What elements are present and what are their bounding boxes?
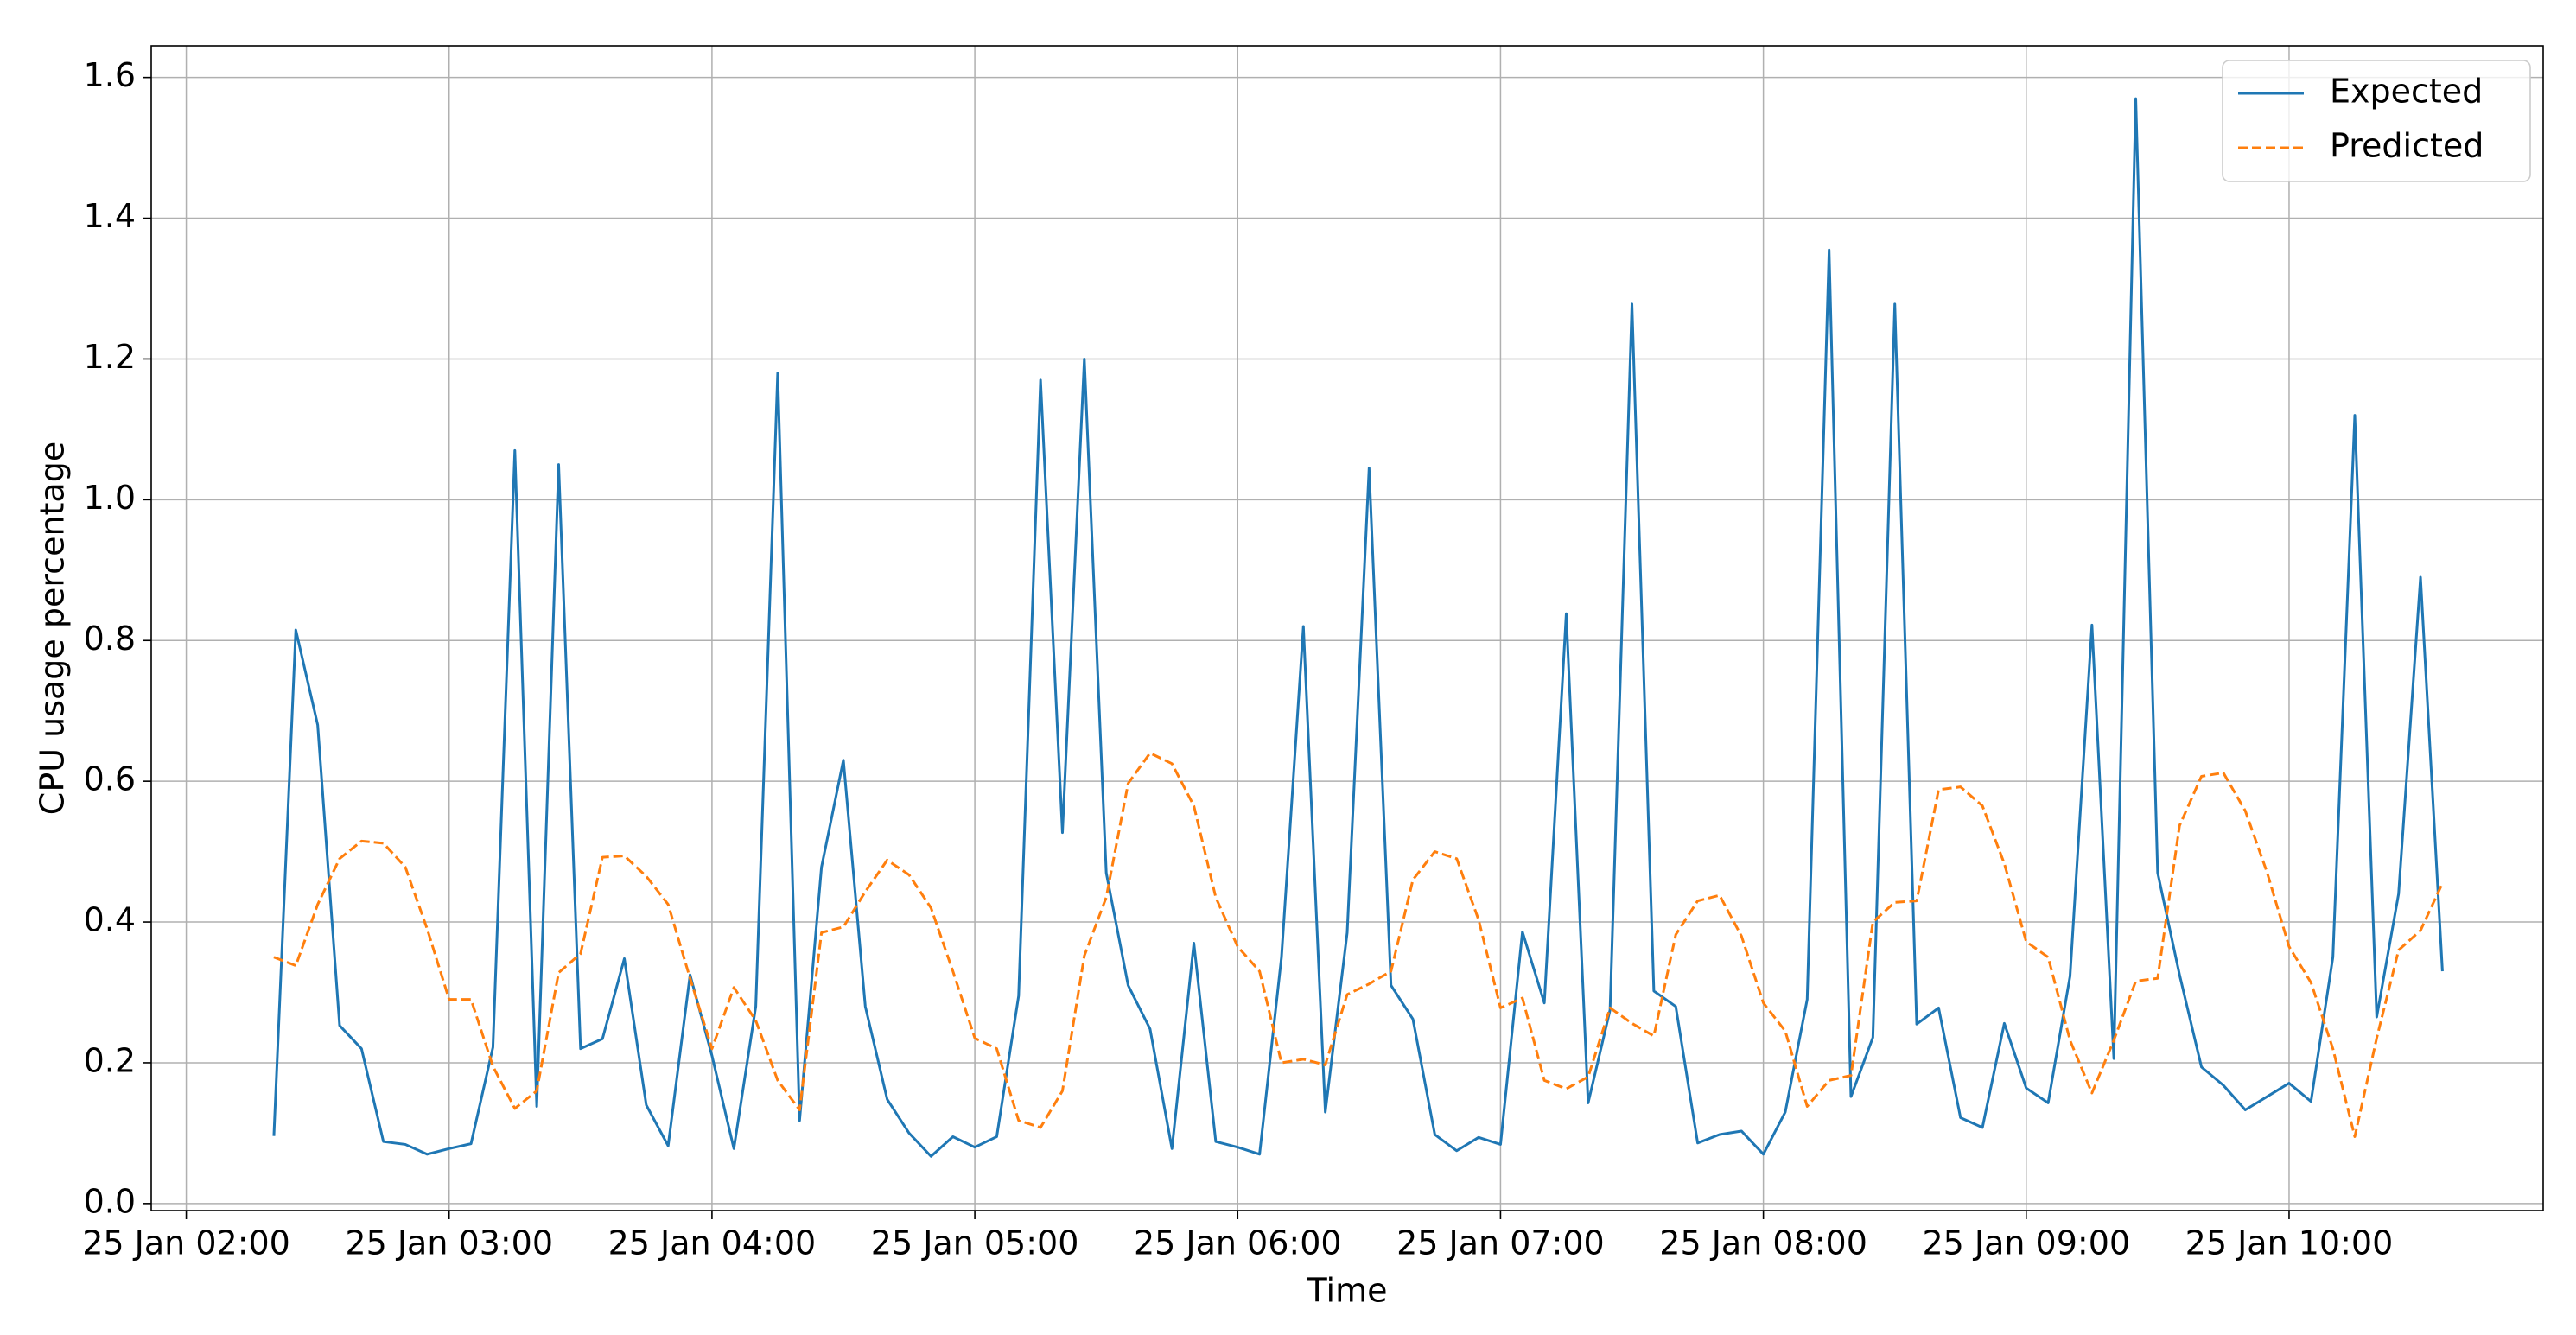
plot-frame — [150, 45, 2544, 1211]
y-tick-label: 1.4 — [84, 197, 136, 235]
x-axis-label: Time — [1307, 1272, 1388, 1310]
x-tick-label: 25 Jan 10:00 — [2185, 1224, 2394, 1262]
x-tick-label: 25 Jan 05:00 — [871, 1224, 1079, 1262]
y-tick-label: 1.0 — [84, 479, 136, 517]
x-tick-label: 25 Jan 02:00 — [82, 1224, 290, 1262]
legend-label: Predicted — [2330, 127, 2484, 165]
x-tick-label: 25 Jan 03:00 — [345, 1224, 553, 1262]
y-tick-label: 1.2 — [84, 338, 136, 376]
legend-label: Expected — [2330, 73, 2483, 111]
x-tick-label: 25 Jan 06:00 — [1134, 1224, 1342, 1262]
y-tick-label: 0.0 — [84, 1182, 136, 1220]
y-tick-label: 0.4 — [84, 901, 136, 939]
x-tick-label: 25 Jan 09:00 — [1922, 1224, 2130, 1262]
legend-frame — [2222, 60, 2531, 182]
data-line — [272, 97, 2444, 1158]
y-axis-label: CPU usage percentage — [34, 442, 72, 815]
data-line — [273, 752, 2444, 1138]
y-tick-label: 1.6 — [84, 56, 136, 94]
x-tick-label: 25 Jan 04:00 — [608, 1224, 817, 1262]
x-tick-label: 25 Jan 07:00 — [1396, 1224, 1605, 1262]
y-tick-label: 0.8 — [84, 620, 136, 658]
y-tick-label: 0.2 — [84, 1041, 136, 1079]
x-tick-label: 25 Jan 08:00 — [1659, 1224, 1867, 1262]
y-tick-label: 0.6 — [84, 760, 136, 798]
